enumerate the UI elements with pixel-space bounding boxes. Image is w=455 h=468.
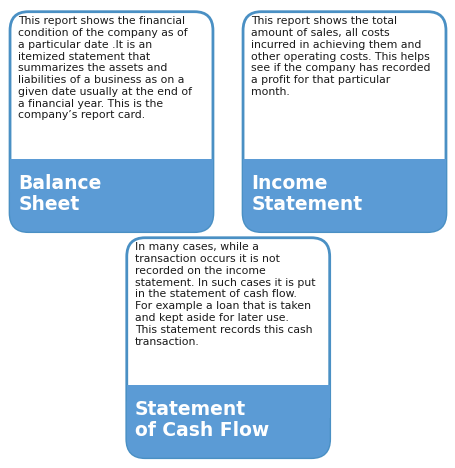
Text: This report shows the total
amount of sales, all costs
incurred in achieving the: This report shows the total amount of sa… <box>251 16 430 97</box>
Bar <box>243 159 445 192</box>
FancyBboxPatch shape <box>243 159 445 232</box>
Bar <box>126 385 329 418</box>
FancyBboxPatch shape <box>10 159 212 232</box>
Text: Income
Statement: Income Statement <box>251 174 362 214</box>
Text: In many cases, while a
transaction occurs it is not
recorded on the income
state: In many cases, while a transaction occur… <box>135 242 315 346</box>
FancyBboxPatch shape <box>10 12 212 232</box>
Text: Statement
of Cash Flow: Statement of Cash Flow <box>135 400 268 440</box>
Text: Balance
Sheet: Balance Sheet <box>18 174 101 214</box>
FancyBboxPatch shape <box>126 238 329 458</box>
Text: This report shows the financial
condition of the company as of
a particular date: This report shows the financial conditio… <box>18 16 192 120</box>
FancyBboxPatch shape <box>243 12 445 232</box>
Bar <box>10 159 212 192</box>
FancyBboxPatch shape <box>126 385 329 458</box>
